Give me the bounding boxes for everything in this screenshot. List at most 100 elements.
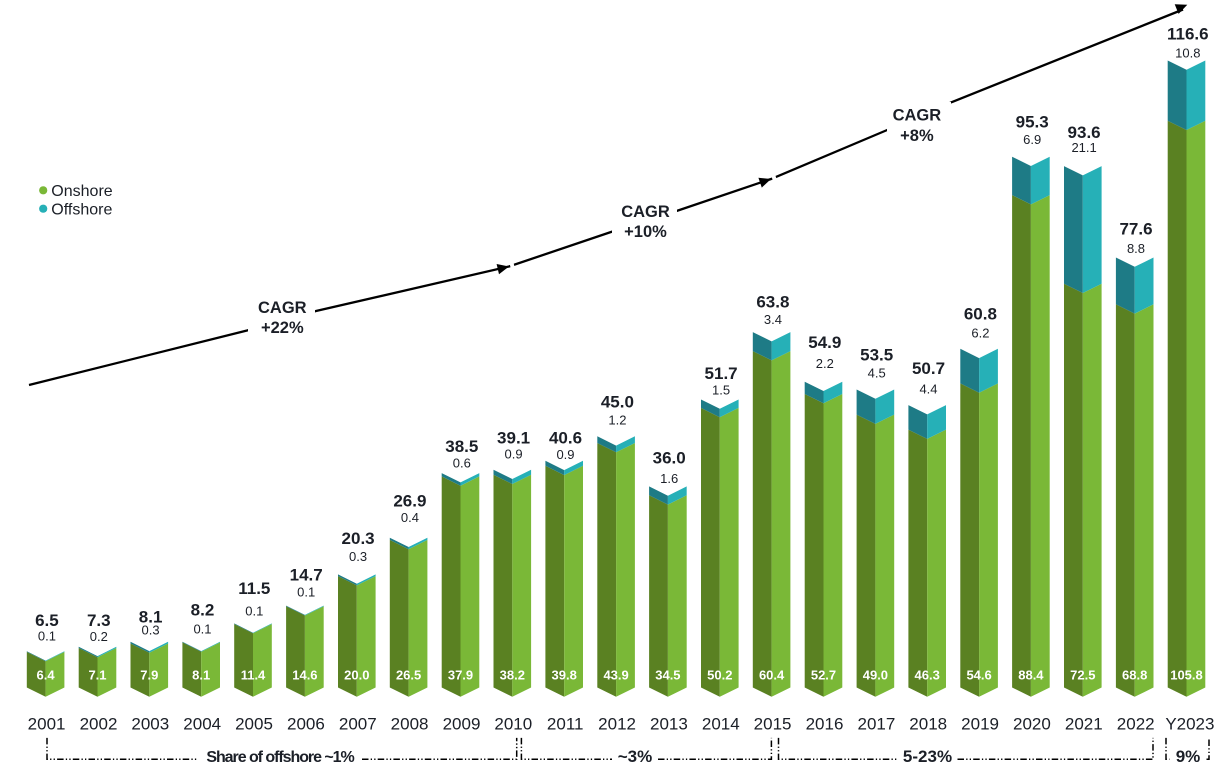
svg-text:60.4: 60.4	[759, 668, 785, 683]
svg-text:2008: 2008	[391, 715, 429, 734]
svg-text:63.8: 63.8	[756, 292, 789, 311]
svg-text:2011: 2011	[547, 715, 584, 734]
svg-text:0.1: 0.1	[38, 629, 56, 644]
svg-text:3.4: 3.4	[764, 312, 782, 327]
svg-text:8.1: 8.1	[192, 668, 210, 683]
svg-text:6.4: 6.4	[37, 668, 56, 683]
svg-text:49.0: 49.0	[863, 668, 888, 683]
svg-text:2013: 2013	[650, 715, 688, 734]
svg-text:7.1: 7.1	[88, 668, 106, 683]
svg-text:26.5: 26.5	[396, 668, 421, 683]
svg-text:CAGR: CAGR	[621, 203, 670, 221]
svg-text:CAGR: CAGR	[258, 299, 307, 317]
svg-text:4.4: 4.4	[919, 381, 937, 396]
svg-text:+8%: +8%	[900, 127, 934, 145]
svg-text:43.9: 43.9	[603, 668, 628, 683]
svg-text:21.1: 21.1	[1071, 140, 1096, 155]
svg-text:6.5: 6.5	[35, 611, 59, 630]
svg-text:93.6: 93.6	[1068, 123, 1101, 142]
svg-text:9%: 9%	[1176, 747, 1201, 766]
svg-text:60.8: 60.8	[964, 304, 997, 323]
svg-text:105.8: 105.8	[1170, 668, 1203, 683]
svg-text:68.8: 68.8	[1122, 668, 1147, 683]
svg-text:2.2: 2.2	[816, 356, 834, 371]
svg-text:0.3: 0.3	[349, 549, 367, 564]
svg-text:0.1: 0.1	[297, 584, 315, 599]
svg-text:52.7: 52.7	[811, 668, 836, 683]
svg-text:8.1: 8.1	[139, 608, 163, 627]
svg-text:38.2: 38.2	[500, 668, 525, 683]
svg-text:37.9: 37.9	[448, 668, 473, 683]
svg-text:0.4: 0.4	[401, 510, 419, 525]
svg-text:11.4: 11.4	[241, 668, 266, 683]
svg-text:7.9: 7.9	[140, 668, 158, 683]
svg-text:6.2: 6.2	[971, 326, 989, 341]
svg-text:Onshore: Onshore	[51, 183, 112, 200]
svg-text:20.3: 20.3	[342, 529, 375, 548]
svg-text:54.9: 54.9	[808, 333, 841, 352]
svg-text:0.1: 0.1	[245, 604, 263, 619]
svg-text:50.7: 50.7	[912, 359, 945, 378]
svg-text:36.0: 36.0	[653, 449, 686, 468]
svg-text:2012: 2012	[598, 715, 636, 734]
svg-text:1.5: 1.5	[712, 383, 730, 398]
svg-text:2009: 2009	[443, 715, 481, 734]
svg-text:~3%: ~3%	[618, 747, 653, 766]
svg-text:2021: 2021	[1065, 715, 1103, 734]
svg-text:2007: 2007	[339, 715, 377, 734]
svg-text:50.2: 50.2	[707, 668, 732, 683]
svg-text:CAGR: CAGR	[893, 107, 942, 125]
svg-text:2019: 2019	[961, 715, 999, 734]
svg-text:1.2: 1.2	[608, 412, 626, 427]
svg-text:77.6: 77.6	[1119, 220, 1152, 239]
svg-text:2020: 2020	[1013, 715, 1051, 734]
svg-text:0.6: 0.6	[453, 456, 471, 471]
svg-text:14.7: 14.7	[290, 565, 323, 584]
svg-text:1.6: 1.6	[660, 471, 678, 486]
svg-text:38.5: 38.5	[445, 437, 478, 456]
svg-text:14.6: 14.6	[292, 668, 317, 683]
svg-text:88.4: 88.4	[1018, 668, 1044, 683]
svg-text:116.6: 116.6	[1167, 25, 1209, 44]
svg-text:11.5: 11.5	[238, 579, 270, 598]
svg-text:6.9: 6.9	[1023, 132, 1041, 147]
svg-text:2006: 2006	[287, 715, 325, 734]
svg-text:4.5: 4.5	[868, 366, 886, 381]
svg-text:Share of offshore ~1%: Share of offshore ~1%	[206, 749, 354, 766]
svg-text:2015: 2015	[754, 715, 792, 734]
svg-text:26.9: 26.9	[393, 491, 426, 510]
svg-text:0.3: 0.3	[142, 623, 160, 638]
svg-text:39.1: 39.1	[497, 429, 530, 448]
svg-text:2018: 2018	[909, 715, 947, 734]
svg-text:2001: 2001	[28, 715, 66, 734]
svg-text:2004: 2004	[183, 715, 221, 734]
svg-text:2017: 2017	[857, 715, 895, 734]
svg-text:Offshore: Offshore	[51, 202, 112, 219]
svg-text:95.3: 95.3	[1016, 112, 1049, 131]
svg-text:0.9: 0.9	[505, 447, 523, 462]
svg-text:39.8: 39.8	[552, 668, 577, 683]
svg-text:7.3: 7.3	[87, 611, 111, 630]
svg-text:72.5: 72.5	[1070, 668, 1095, 683]
svg-text:0.2: 0.2	[90, 629, 108, 644]
svg-text:40.6: 40.6	[549, 429, 582, 448]
svg-text:45.0: 45.0	[601, 392, 634, 411]
svg-text:2002: 2002	[80, 715, 118, 734]
svg-text:+22%: +22%	[261, 319, 304, 337]
svg-text:10.8: 10.8	[1175, 46, 1200, 61]
svg-text:2010: 2010	[494, 715, 532, 734]
svg-text:34.5: 34.5	[655, 668, 680, 683]
svg-text:2003: 2003	[131, 715, 169, 734]
svg-text:0.9: 0.9	[556, 447, 574, 462]
svg-text:+10%: +10%	[624, 223, 667, 241]
svg-text:53.5: 53.5	[860, 345, 893, 364]
svg-text:8.2: 8.2	[191, 600, 215, 619]
svg-text:2005: 2005	[235, 715, 273, 734]
svg-text:54.6: 54.6	[966, 668, 991, 683]
svg-text:0.1: 0.1	[193, 621, 211, 636]
svg-text:Y2023: Y2023	[1165, 715, 1214, 734]
svg-text:2016: 2016	[806, 715, 844, 734]
svg-text:8.8: 8.8	[1127, 241, 1145, 256]
svg-text:20.0: 20.0	[344, 668, 369, 683]
svg-text:5-23%: 5-23%	[903, 747, 952, 766]
